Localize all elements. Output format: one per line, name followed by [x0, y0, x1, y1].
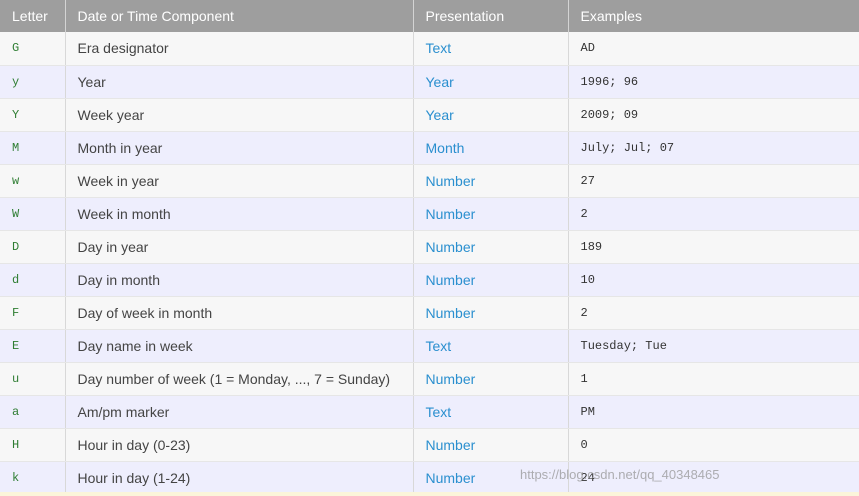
cell-component: Month in year	[65, 131, 414, 165]
cell-component: Era designator	[65, 32, 414, 66]
cell-letter: F	[0, 296, 66, 330]
cell-examples: AD	[568, 32, 859, 66]
cell-examples: 27	[568, 164, 859, 198]
cell-presentation: Number	[413, 197, 569, 231]
table-header-row: Letter Date or Time Component Presentati…	[0, 0, 859, 32]
cell-presentation: Number	[413, 164, 569, 198]
cell-examples: Tuesday; Tue	[568, 329, 859, 363]
cell-component: Day in year	[65, 230, 414, 264]
cell-presentation: Year	[413, 98, 569, 132]
cell-presentation: Text	[413, 32, 569, 66]
cell-letter: W	[0, 197, 66, 231]
header-presentation: Presentation	[413, 0, 569, 32]
cell-examples: 1	[568, 362, 859, 396]
cell-letter: M	[0, 131, 66, 165]
cell-letter: D	[0, 230, 66, 264]
cell-letter: k	[0, 461, 66, 495]
cell-component: Week in month	[65, 197, 414, 231]
cell-examples: 2009; 09	[568, 98, 859, 132]
cell-presentation: Number	[413, 230, 569, 264]
table-row: y Year Year 1996; 96	[0, 65, 859, 99]
cell-component: Hour in day (0-23)	[65, 428, 414, 462]
cell-letter: a	[0, 395, 66, 429]
cell-examples: 189	[568, 230, 859, 264]
cell-component: Day number of week (1 = Monday, ..., 7 =…	[65, 362, 414, 396]
cell-presentation: Number	[413, 362, 569, 396]
cell-component: Week year	[65, 98, 414, 132]
table-row: H Hour in day (0-23) Number 0	[0, 428, 859, 462]
table-row: W Week in month Number 2	[0, 197, 859, 231]
header-component: Date or Time Component	[65, 0, 414, 32]
cell-letter: y	[0, 65, 66, 99]
table-row: w Week in year Number 27	[0, 164, 859, 198]
cell-component: Day name in week	[65, 329, 414, 363]
cell-component: Day in month	[65, 263, 414, 297]
cell-examples: 24	[568, 461, 859, 495]
cell-presentation: Number	[413, 263, 569, 297]
cell-component: Hour in day (1-24)	[65, 461, 414, 495]
cell-presentation: Text	[413, 329, 569, 363]
cell-examples: 10	[568, 263, 859, 297]
table-row: F Day of week in month Number 2	[0, 296, 859, 330]
cell-letter: E	[0, 329, 66, 363]
cell-component: Week in year	[65, 164, 414, 198]
cell-component: Am/pm marker	[65, 395, 414, 429]
table-row: M Month in year Month July; Jul; 07	[0, 131, 859, 165]
cell-presentation: Number	[413, 428, 569, 462]
cell-letter: w	[0, 164, 66, 198]
table-row: D Day in year Number 189	[0, 230, 859, 264]
cell-component: Day of week in month	[65, 296, 414, 330]
cell-letter: H	[0, 428, 66, 462]
table-row: G Era designator Text AD	[0, 32, 859, 66]
cell-letter: G	[0, 32, 66, 66]
cell-examples: 2	[568, 197, 859, 231]
cell-examples: 1996; 96	[568, 65, 859, 99]
cell-presentation: Month	[413, 131, 569, 165]
table-row: a Am/pm marker Text PM	[0, 395, 859, 429]
table-row: u Day number of week (1 = Monday, ..., 7 …	[0, 362, 859, 396]
cell-presentation: Number	[413, 461, 569, 495]
cell-presentation: Year	[413, 65, 569, 99]
table-row: k Hour in day (1-24) Number 24	[0, 461, 859, 495]
cell-examples: July; Jul; 07	[568, 131, 859, 165]
table-body: G Era designator Text AD y Year Year 1996; 96 Y W…	[0, 32, 859, 495]
header-letter: Letter	[0, 0, 66, 32]
cell-examples: PM	[568, 395, 859, 429]
table-row: d Day in month Number 10	[0, 263, 859, 297]
cell-letter: d	[0, 263, 66, 297]
table-row: E Day name in week Text Tuesday; Tue	[0, 329, 859, 363]
cell-examples: 0	[568, 428, 859, 462]
table-row: Y Week year Year 2009; 09	[0, 98, 859, 132]
cell-presentation: Text	[413, 395, 569, 429]
cell-letter: Y	[0, 98, 66, 132]
header-examples: Examples	[568, 0, 859, 32]
cell-component: Year	[65, 65, 414, 99]
cell-presentation: Number	[413, 296, 569, 330]
cell-examples: 2	[568, 296, 859, 330]
bottom-strip	[0, 492, 859, 496]
cell-letter: u	[0, 362, 66, 396]
